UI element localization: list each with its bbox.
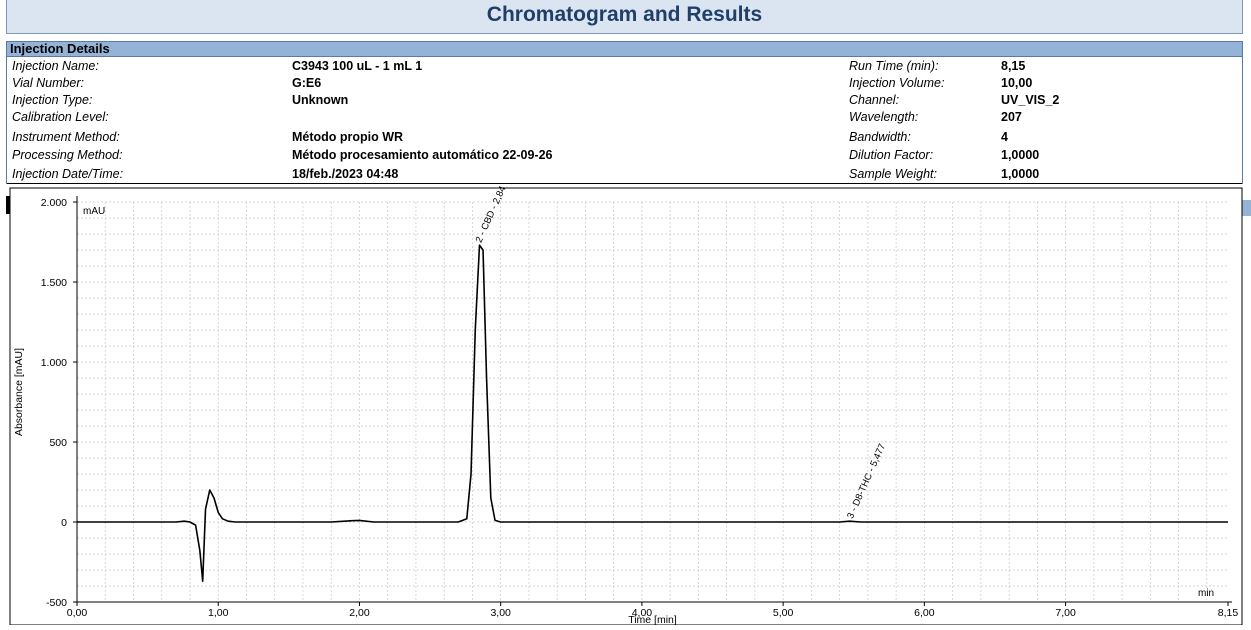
vial-number-value: G:E6 — [292, 76, 322, 90]
x-tick-label: 8,15 — [1218, 607, 1239, 619]
x-tick-label: 6,00 — [914, 607, 935, 619]
y-unit-label: mAU — [83, 206, 105, 217]
x-tick-label: 3,00 — [490, 607, 511, 619]
instrument-method-label: Instrument Method: — [12, 130, 120, 144]
report-title-bar: Chromatogram and Results — [6, 0, 1243, 34]
y-tick-label: 2.000 — [41, 197, 67, 209]
injection-type-value: Unknown — [292, 93, 349, 107]
bandwidth-label: Bandwidth: — [849, 130, 911, 144]
y-tick-label: 0 — [61, 517, 67, 529]
sample-weight-label: Sample Weight: — [849, 167, 938, 181]
calibration-level-label: Calibration Level: — [12, 110, 109, 124]
injection-details-panel: Injection Name: C3943 100 uL - 1 mL 1 Vi… — [6, 57, 1243, 184]
injection-volume-value: 10,00 — [1001, 76, 1033, 90]
vial-number-label: Vial Number: — [12, 76, 85, 90]
report-title: Chromatogram and Results — [486, 3, 763, 26]
wavelength-label: Wavelength: — [849, 110, 919, 124]
injection-type-label: Injection Type: — [12, 93, 93, 107]
channel-value: UV_VIS_2 — [1001, 93, 1060, 107]
instrument-method-value: Método propio WR — [292, 130, 404, 144]
details-bottom-rule — [7, 183, 1242, 184]
x-tick-label: 5,00 — [773, 607, 794, 619]
y-tick-label: -500 — [46, 597, 67, 609]
x-tick-label: 0,00 — [67, 607, 88, 619]
injection-datetime-value: 18/feb./2023 04:48 — [292, 167, 399, 181]
dilution-factor-value: 1,0000 — [1001, 148, 1040, 162]
chart-side-tab — [1242, 200, 1251, 216]
y-tick-label: 1.000 — [41, 357, 67, 369]
run-time-label: Run Time (min): — [849, 59, 939, 73]
wavelength-value: 207 — [1001, 110, 1022, 124]
chromatogram-chart-container: 0,00 1,00 2,00 3,00 4,00 5,00 6,00 7,00 8,15 -500… — [0, 180, 1251, 626]
channel-label: Channel: — [849, 93, 900, 107]
run-time-value: 8,15 — [1001, 59, 1026, 73]
chromatogram-chart: 0,00 1,00 2,00 3,00 4,00 5,00 6,00 7,00 8,15 -500… — [9, 180, 1243, 626]
bandwidth-value: 4 — [1001, 130, 1008, 144]
processing-method-value: Método procesamiento automático 22-09-26 — [292, 148, 553, 162]
injection-details-header: Injection Details — [6, 41, 1243, 57]
injection-volume-label: Injection Volume: — [849, 76, 945, 90]
x-tick-label: 2,00 — [349, 607, 370, 619]
y-axis-title: Absorbance [mAU] — [13, 348, 25, 436]
x-tick-label: 1,00 — [208, 607, 229, 619]
injection-datetime-label: Injection Date/Time: — [12, 167, 124, 181]
y-tick-label: 500 — [49, 437, 67, 449]
x-tick-label: 7,00 — [1055, 607, 1076, 619]
sample-weight-value: 1,0000 — [1001, 167, 1040, 181]
chart-border — [9, 187, 1243, 626]
chromatogram-trace — [77, 244, 1228, 583]
processing-method-label: Processing Method: — [12, 148, 123, 162]
chart-frame-marker — [6, 196, 10, 214]
x-tick-label: 4,00 — [632, 607, 653, 619]
y-tick-label: 1.500 — [41, 277, 67, 289]
injection-name-value: C3943 100 uL - 1 mL 1 — [292, 59, 423, 73]
x-unit-label: min — [1198, 588, 1214, 599]
injection-name-label: Injection Name: — [12, 59, 99, 73]
dilution-factor-label: Dilution Factor: — [849, 148, 934, 162]
x-axis-title: Time [min] — [628, 614, 677, 625]
